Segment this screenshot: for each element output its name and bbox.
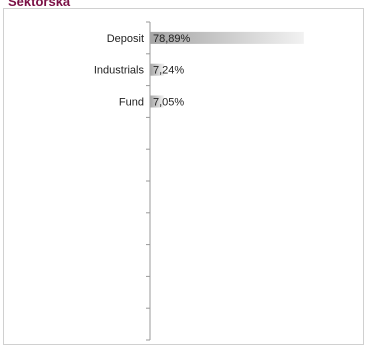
- bar: [150, 95, 164, 108]
- y-tick-label: Industrials: [94, 65, 145, 77]
- chart-title: Sektorska: [8, 0, 71, 9]
- y-tick-label: Fund: [119, 97, 144, 109]
- data-label: 78,89%: [153, 33, 191, 45]
- bar: [150, 31, 304, 44]
- y-tick-label: Deposit: [107, 33, 144, 45]
- data-label: 7,05%: [153, 97, 184, 109]
- bar: [150, 63, 165, 76]
- chart-frame: [3, 8, 364, 345]
- data-label: 7,24%: [153, 65, 184, 77]
